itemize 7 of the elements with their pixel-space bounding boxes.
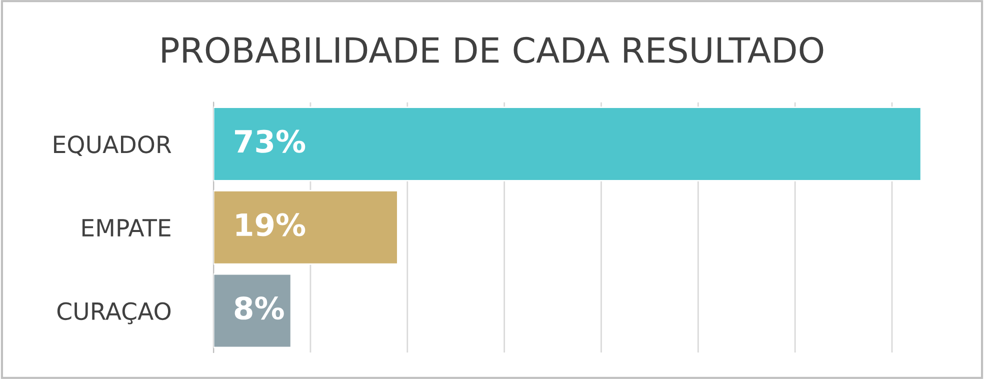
data-label: 19%: [236, 213, 306, 236]
data-label: 8%: [234, 296, 284, 320]
y-tick-label: EMPATE: [82, 219, 170, 236]
y-tick-label: CURAÇAO: [57, 302, 171, 324]
data-label: 73%: [235, 130, 306, 153]
y-tick-label: EQUADOR: [54, 135, 172, 156]
chart-title: PROBABILIDADE DE CADA RESULTADO: [162, 36, 824, 64]
